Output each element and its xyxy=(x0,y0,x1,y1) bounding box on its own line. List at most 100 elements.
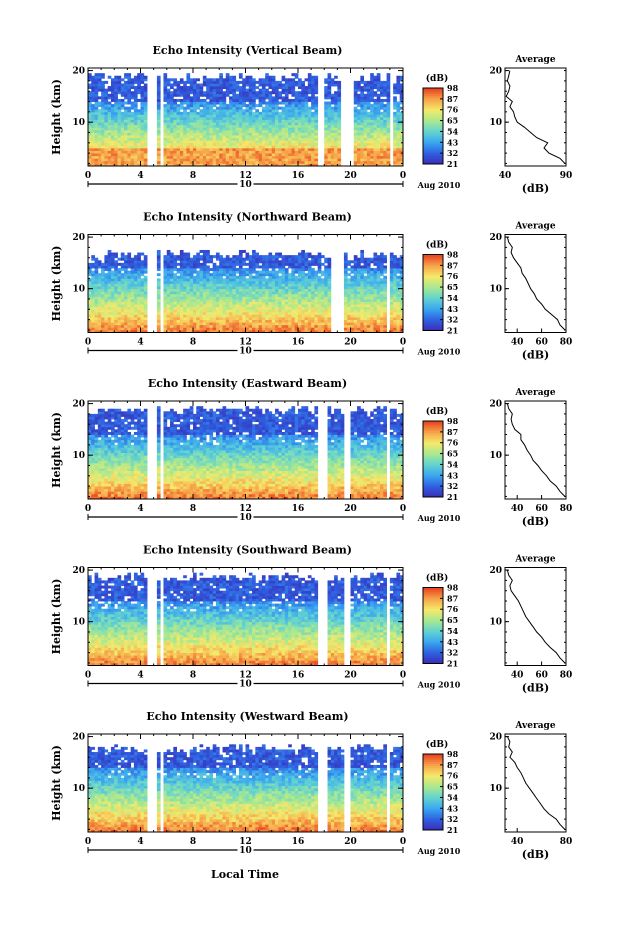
heatmap-cell xyxy=(183,101,187,105)
heatmap-cell xyxy=(314,101,319,105)
heatmap-cell xyxy=(101,280,105,284)
heatmap-cell xyxy=(291,327,296,331)
heatmap-cell xyxy=(357,127,361,131)
heatmap-cell xyxy=(304,327,309,331)
heatmap-cell xyxy=(304,163,309,167)
heatmap-cell xyxy=(124,150,128,154)
x-tick-label: 12 xyxy=(239,171,252,181)
heatmap-cell xyxy=(380,104,384,108)
heatmap-cell xyxy=(222,309,227,313)
heatmap-cell xyxy=(396,140,401,144)
heatmap-cell xyxy=(393,101,397,105)
heatmap-cell xyxy=(360,163,365,167)
heatmap-cell xyxy=(199,86,204,90)
heatmap-cell xyxy=(114,275,118,279)
heatmap-cell xyxy=(219,145,223,149)
heatmap-cell xyxy=(298,119,302,123)
heatmap-cell xyxy=(275,293,279,297)
heatmap-cell xyxy=(363,129,368,133)
heatmap-cell xyxy=(245,75,250,79)
heatmap-cell xyxy=(202,75,207,79)
heatmap-cell xyxy=(222,114,227,118)
heatmap-cell xyxy=(396,78,401,82)
heatmap-cell xyxy=(101,150,105,154)
heatmap-cell xyxy=(163,96,168,100)
heatmap-cell xyxy=(265,127,269,131)
heatmap-cell xyxy=(97,104,102,108)
heatmap-cell xyxy=(199,111,204,115)
heatmap-cell xyxy=(252,160,256,164)
heatmap-cell xyxy=(330,83,335,87)
heatmap-cell xyxy=(193,283,197,287)
heatmap-cell xyxy=(212,153,217,157)
heatmap-cell xyxy=(156,163,161,167)
heatmap-cell xyxy=(222,142,227,146)
heatmap-cell xyxy=(396,114,401,118)
heatmap-cell xyxy=(252,268,256,272)
heatmap-cell xyxy=(176,278,181,282)
heatmap-cell xyxy=(307,109,312,113)
heatmap-cell xyxy=(275,163,279,167)
heatmap-cell xyxy=(304,129,309,133)
heatmap-cell xyxy=(166,160,171,164)
heatmap-cell xyxy=(127,93,132,97)
heatmap-cell xyxy=(258,153,263,157)
heatmap-cell xyxy=(281,137,286,141)
heatmap-cell xyxy=(176,83,181,87)
heatmap-cell xyxy=(275,129,279,133)
heatmap-cell xyxy=(137,288,141,292)
heatmap-cell xyxy=(215,83,220,87)
heatmap-cell xyxy=(238,75,243,79)
heatmap-cell xyxy=(255,132,260,136)
heatmap-cell xyxy=(383,111,387,115)
heatmap-cell xyxy=(288,153,292,157)
heatmap-cell xyxy=(97,96,102,100)
heatmap-cell xyxy=(380,93,384,97)
heatmap-cell xyxy=(88,153,92,157)
heatmap-cell xyxy=(114,75,118,79)
heatmap-cell xyxy=(193,304,197,308)
heatmap-cell xyxy=(396,117,401,120)
heatmap-cell xyxy=(107,309,112,313)
heatmap-cell xyxy=(156,132,161,136)
heatmap-cell xyxy=(235,147,240,151)
heatmap-cell xyxy=(317,293,322,297)
heatmap-cell xyxy=(225,155,230,159)
heatmap-cell xyxy=(212,275,217,279)
heatmap-cell xyxy=(327,83,332,87)
heatmap-cell xyxy=(242,101,246,105)
heatmap-cell xyxy=(137,137,141,141)
heatmap-cell xyxy=(248,291,253,295)
heatmap-cell xyxy=(301,88,305,92)
heatmap-cell xyxy=(252,86,256,90)
heatmap-cell xyxy=(337,147,342,151)
heatmap-cell xyxy=(261,91,266,95)
heatmap-cell xyxy=(261,78,266,82)
heatmap-cell xyxy=(275,83,279,87)
heatmap-cell xyxy=(219,147,223,151)
heatmap-cell xyxy=(186,298,191,302)
heatmap-cell xyxy=(288,132,292,136)
heatmap-cell xyxy=(255,163,260,167)
heatmap-cell xyxy=(94,155,99,159)
heatmap-cell xyxy=(117,293,122,297)
heatmap-cell xyxy=(386,75,391,79)
heatmap-cell xyxy=(163,91,168,95)
heatmap-cell xyxy=(193,257,197,261)
heatmap-cell xyxy=(363,122,368,126)
heatmap-cell xyxy=(261,80,266,84)
heatmap-cell xyxy=(281,135,286,139)
heatmap-cell xyxy=(212,163,217,167)
heatmap-cell xyxy=(143,317,148,321)
heatmap-cell xyxy=(265,150,269,154)
heatmap-cell xyxy=(261,119,266,123)
heatmap-cell xyxy=(298,257,302,261)
heatmap-cell xyxy=(179,111,184,115)
heatmap-cell xyxy=(225,293,230,297)
heatmap-cell xyxy=(284,298,289,302)
heatmap-cell xyxy=(232,96,237,100)
heatmap-cell xyxy=(183,153,187,157)
heatmap-cell xyxy=(124,296,128,300)
heatmap-cell xyxy=(376,114,381,118)
heatmap-cell xyxy=(186,101,191,105)
